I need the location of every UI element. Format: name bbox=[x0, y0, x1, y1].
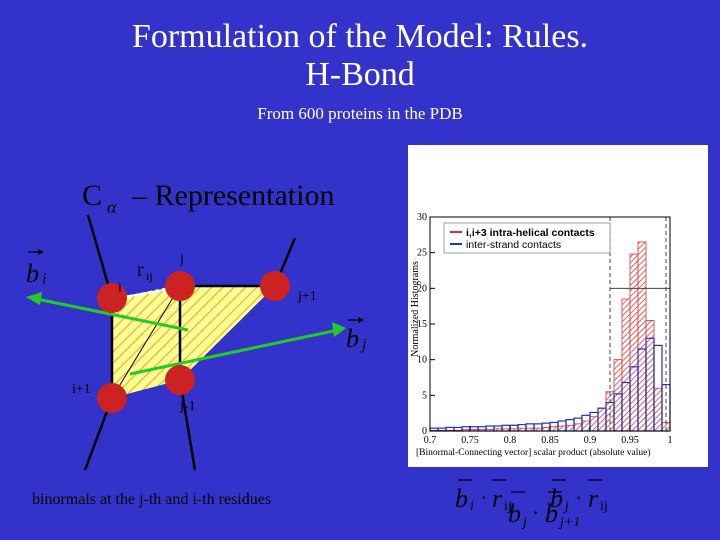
diagram-caption: binormals at the j-th and i-th residues bbox=[32, 491, 272, 508]
residue-j bbox=[165, 271, 195, 301]
residue-i bbox=[97, 283, 127, 313]
x-tick-label-1: 0.75 bbox=[461, 435, 479, 446]
bar-intra-helical-19 bbox=[581, 420, 591, 432]
y-tick-label-0: 0 bbox=[422, 426, 427, 437]
scalar-product-formula: b i · r ij b j · r ij b j · b j+1 bbox=[455, 479, 608, 530]
triangle-diagonal bbox=[111, 285, 181, 399]
binormal-i-arrowhead bbox=[26, 292, 42, 305]
formula-r2-sub: ij bbox=[600, 499, 608, 514]
x-axis-label: [Binormal-Connecting vector] scalar prod… bbox=[416, 447, 651, 458]
bi-label: b bbox=[26, 259, 39, 288]
label-j: j bbox=[179, 252, 184, 267]
y-tick-label-3: 15 bbox=[417, 319, 427, 330]
bar-intra-helical-17 bbox=[565, 424, 575, 432]
slide-subtitle: From 600 proteins in the PDB bbox=[257, 104, 463, 123]
bi-vector-arrowhead bbox=[38, 249, 44, 255]
binormal-i-line bbox=[31, 296, 189, 332]
representation-title: – Representation bbox=[131, 179, 334, 212]
bar-intra-helical-16 bbox=[557, 425, 567, 432]
label-iplus1: i+1 bbox=[72, 382, 91, 397]
label-jminus1: j-1 bbox=[179, 399, 196, 414]
residue-iplus1 bbox=[97, 383, 127, 413]
bar-intra-helical-24 bbox=[621, 298, 631, 432]
y-tick-label-2: 10 bbox=[417, 355, 427, 366]
slide-title: Formulation of the Model: Rules. H-Bond bbox=[0, 18, 720, 94]
formula-b2: b bbox=[550, 484, 563, 513]
x-tick-label-2: 0.8 bbox=[504, 435, 517, 446]
formula-r2: r bbox=[588, 484, 599, 513]
binormal-j-arrowhead bbox=[332, 322, 346, 337]
bar-intra-helical-18 bbox=[573, 423, 583, 432]
bi-subscript: i bbox=[42, 271, 46, 288]
label-jplus1: j+1 bbox=[297, 289, 317, 304]
x-tick-label-4: 0.9 bbox=[584, 435, 597, 446]
formula-dot1: · bbox=[480, 485, 487, 510]
bar-inter-strand-3 bbox=[453, 426, 463, 432]
histogram-panel: 0.7 0.75 0.8 0.85 0.9 0.95 1 0 5 10 15 20 25 30 Norma… bbox=[408, 145, 708, 467]
formula-dot2: · bbox=[575, 485, 582, 510]
y-tick-label-6: 30 bbox=[417, 212, 427, 223]
y-tick-label-5: 25 bbox=[417, 248, 427, 259]
bj-label: b bbox=[346, 324, 359, 353]
bar-intra-helical-21 bbox=[597, 407, 607, 432]
x-tick-label-0: 0.7 bbox=[424, 435, 437, 446]
formula-b2-sub: j bbox=[563, 499, 569, 514]
bar-intra-helical-22 bbox=[605, 391, 615, 432]
bj-subscript: j bbox=[360, 336, 367, 353]
formula-b3-sub: j bbox=[521, 515, 527, 530]
representation-prefix: C bbox=[82, 179, 102, 212]
bar-intra-helical-23 bbox=[613, 359, 623, 432]
residue-jplus1 bbox=[260, 271, 290, 301]
formula-b3: b bbox=[508, 499, 521, 528]
y-axis-label: Normalized Histograms bbox=[410, 261, 421, 357]
hatched-triangle-right bbox=[180, 286, 275, 380]
formula-dot3: · bbox=[532, 500, 539, 525]
formula-b4-sub: j+1 bbox=[558, 515, 580, 530]
x-tick-label-3: 0.85 bbox=[541, 435, 559, 446]
formula-r1: r bbox=[492, 484, 503, 513]
binormal-j-line bbox=[129, 328, 339, 376]
formula-b4: b bbox=[545, 499, 558, 528]
legend-box bbox=[443, 222, 611, 254]
bar-intra-helical-28 bbox=[653, 387, 663, 432]
formula-r1-sub: ij bbox=[504, 499, 512, 514]
bar-intra-helical-25 bbox=[629, 253, 639, 432]
title-line-2: H-Bond bbox=[305, 56, 415, 93]
bar-intra-helical-26 bbox=[637, 241, 647, 432]
y-tick-label-4: 20 bbox=[417, 283, 427, 294]
rij-subscript: ij bbox=[146, 269, 153, 283]
x-tick-label-5: 0.95 bbox=[621, 435, 639, 446]
legend-label-0: i,i+3 intra-helical contacts bbox=[466, 227, 595, 239]
chart-legend: i,i+3 intra-helical contactsinter-strand… bbox=[443, 222, 611, 254]
legend-label-1: inter-strand contacts bbox=[466, 239, 561, 251]
x-tick-label-6: 1 bbox=[668, 435, 673, 446]
bar-intra-helical-15 bbox=[549, 426, 559, 432]
formula-b1: b bbox=[455, 484, 468, 513]
rij-label: r bbox=[137, 259, 144, 281]
representation-subscript: α bbox=[107, 197, 117, 217]
bj-vector-arrowhead bbox=[358, 317, 364, 323]
residue-jminus1 bbox=[165, 365, 195, 395]
bar-intra-helical-27 bbox=[645, 320, 655, 432]
bar-intra-helical-20 bbox=[589, 416, 599, 432]
formula-b1-sub: i bbox=[470, 499, 474, 514]
label-i: i bbox=[118, 281, 122, 296]
bar-inter-strand-2 bbox=[445, 426, 455, 432]
backbone-jminus1-lower bbox=[178, 379, 197, 471]
y-tick-label-1: 5 bbox=[422, 390, 427, 401]
title-line-1: Formulation of the Model: Rules. bbox=[131, 18, 589, 55]
